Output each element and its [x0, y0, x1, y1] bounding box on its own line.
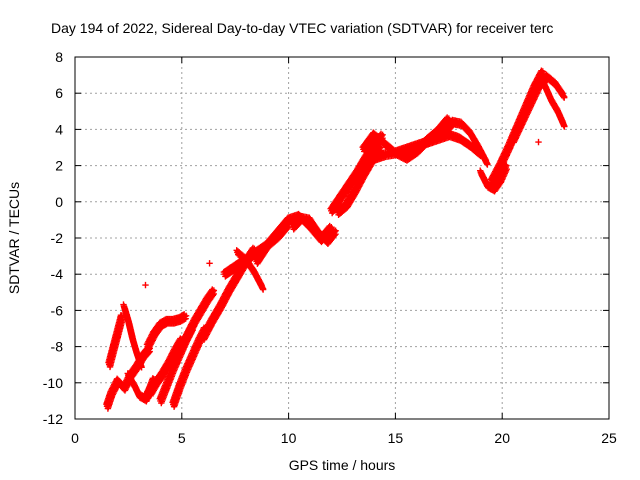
- data-point-outlier: [142, 281, 149, 289]
- grid: [75, 57, 609, 419]
- x-tick-label: 0: [71, 430, 79, 446]
- x-tick-label: 10: [281, 430, 297, 446]
- y-tick-label: -10: [43, 375, 63, 391]
- data-point: [259, 285, 267, 292]
- x-tick-label: 5: [178, 430, 186, 446]
- y-tick-label: -6: [51, 302, 64, 318]
- y-tick-label: -12: [43, 411, 63, 427]
- data-marks: [103, 67, 568, 412]
- data-point: [210, 287, 218, 294]
- y-tick-label: -4: [51, 266, 64, 282]
- x-tick-label: 20: [494, 430, 510, 446]
- y-axis-label: SDTVAR / TECUs: [6, 182, 22, 294]
- y-tick-label: 4: [55, 121, 63, 137]
- data-point-outlier: [206, 260, 213, 267]
- x-tick-label: 15: [388, 430, 404, 446]
- y-tick-label: 2: [55, 158, 63, 174]
- y-tick-label: -8: [51, 339, 64, 355]
- chart-title: Day 194 of 2022, Sidereal Day-to-day VTE…: [51, 20, 553, 36]
- x-axis-label: GPS time / hours: [289, 457, 396, 473]
- data-point-outlier: [535, 138, 542, 146]
- data-point: [257, 280, 265, 287]
- y-tick-label: 6: [55, 85, 63, 101]
- data-point: [138, 363, 145, 370]
- data-point: [258, 281, 265, 289]
- data-point: [136, 359, 144, 367]
- data-point: [182, 312, 190, 320]
- axis-ticks: 0 5 10 15 20 25 -12 -10 -8 -6 -4 -2 0 2 4 6 8: [43, 49, 617, 446]
- x-tick-label: 25: [601, 430, 617, 446]
- y-tick-label: 8: [55, 49, 63, 65]
- y-tick-label: -2: [51, 230, 64, 246]
- y-tick-label: 0: [55, 194, 63, 210]
